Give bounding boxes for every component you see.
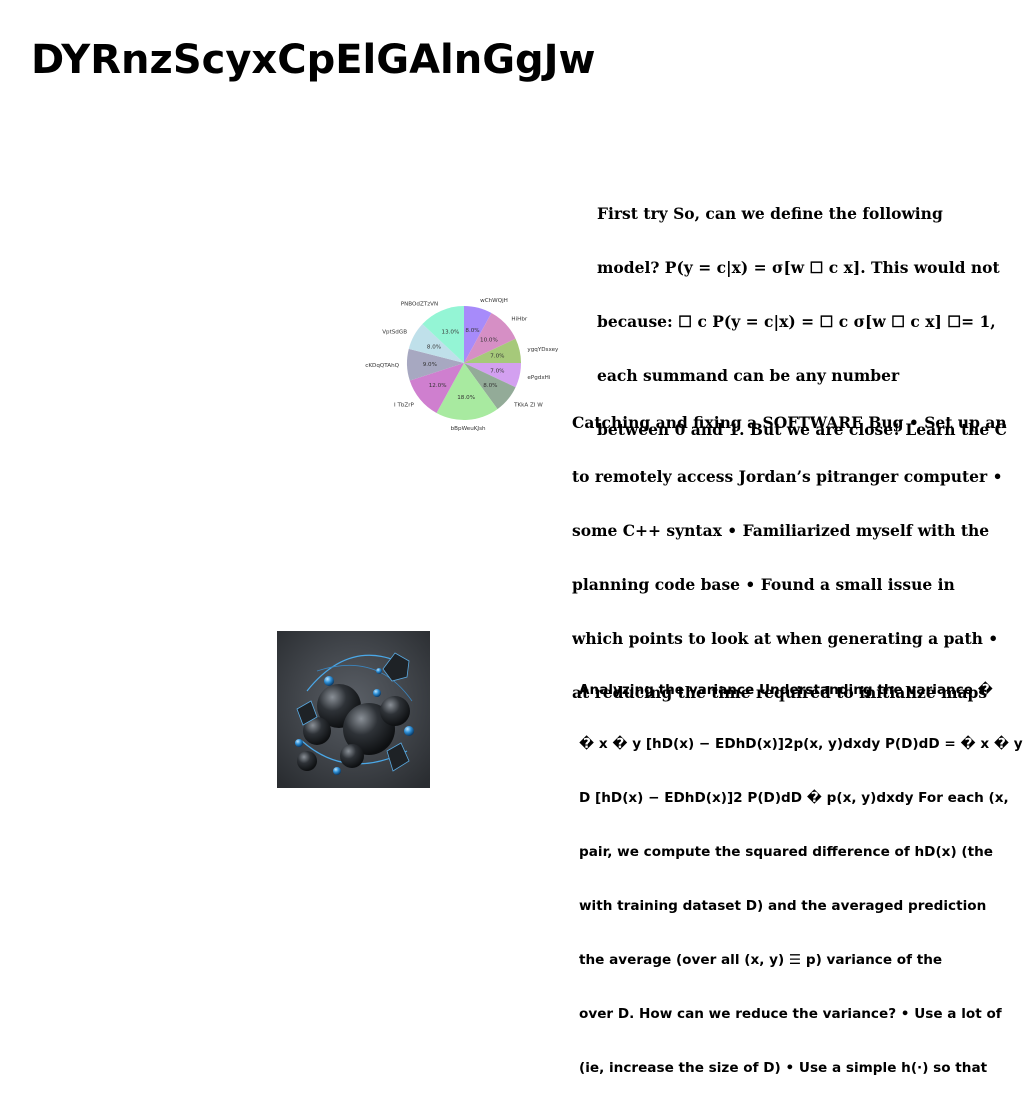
text-line: � x � y [hD(x) − EDhD(x)]2p(x, y)dxdy P(… (579, 736, 1023, 752)
pie-slice-percent: 13.0% (442, 330, 460, 336)
pie-slice (422, 306, 464, 363)
pie-slice-label: ePgdxHi (527, 375, 550, 381)
pie-slice-percent: 18.0% (457, 395, 475, 401)
text-line: each summand can be any number (597, 366, 900, 385)
pie-slice-percent: 8.0% (465, 328, 479, 334)
pie-slice-label: HiHbr (511, 317, 528, 323)
text-line: at reducing the time required to initial… (572, 683, 988, 702)
text-line: (ie, increase the size of D) • Use a sim… (579, 1060, 988, 1076)
text-block-software-bug: Catching and fixing a SOFTWARE Bug • Set… (572, 378, 1024, 720)
pie-slice (408, 323, 464, 363)
pie-slice-percent: 9.0% (423, 362, 437, 368)
text-line: some C++ syntax • Familiarized myself wi… (572, 521, 990, 540)
page-title: DYRnzScyxCpElGAlnGgJw (31, 37, 596, 83)
text-line: model? P(y = c|x) = σ[w ☐ c x]. This wou… (597, 258, 1000, 277)
pie-slice-label: TKkA ZI W (513, 402, 543, 408)
text-line: the average (over all (x, y) ☰ p) varian… (579, 952, 943, 968)
text-line: D [hD(x) − EDhD(x)]2 P(D)dD � p(x, y)dxd… (579, 790, 1009, 806)
text-line: Analyzing the variance Understanding the… (579, 682, 993, 698)
pie-slice (407, 348, 464, 381)
pie-slice-percent: 7.0% (490, 368, 504, 374)
pie-slice-label: VptSdGB (382, 330, 407, 336)
text-line: planning code base • Found a small issue… (572, 575, 955, 594)
dark-spheres-render-icon (277, 631, 430, 788)
text-line: between 0 and 1. But we are close! Learn… (597, 420, 1008, 439)
pie-slice-label: bBpWeuKJsh (451, 426, 486, 432)
pie-slice-label: cKDqQTAhQ (365, 363, 399, 369)
pie-slice-label: wChWQjH (480, 298, 508, 304)
text-line: pair, we compute the squared difference … (579, 844, 993, 860)
text-line: to remotely access Jordan’s pitranger co… (572, 467, 1003, 486)
text-line: which points to look at when generating … (572, 629, 999, 648)
pie-slice-percent: 7.0% (490, 354, 504, 360)
pie-slice-percent: 12.0% (429, 383, 447, 389)
pie-slice (464, 313, 516, 363)
text-line: First try So, can we define the followin… (597, 204, 943, 223)
text-block-softmax: First try So, can we define the followin… (597, 169, 1024, 457)
pie-slice-label: ygqYDsxey (527, 347, 559, 353)
pie-slice (409, 363, 464, 413)
pie-slice (436, 363, 498, 420)
pie-slice-percent: 8.0% (483, 383, 497, 389)
pie-slice (464, 363, 521, 388)
pie-slice (464, 338, 521, 363)
pie-slice-percent: 8.0% (427, 345, 441, 351)
spheres-image (277, 631, 430, 788)
pie-slice (464, 306, 492, 363)
pie-chart: 8.0% wChWQjH 10.0% HiHbr 7.0% ygqYDsxey 7.0% eP… (364, 266, 564, 466)
pie-slice-percent: 10.0% (480, 338, 498, 344)
pie-slice-label: I TbZrP (394, 402, 415, 408)
pie-slice (464, 363, 516, 410)
pie-chart-svg: 8.0% wChWQjH 10.0% HiHbr 7.0% ygqYDsxey 7.0% eP… (365, 298, 559, 432)
text-line: Catching and fixing a SOFTWARE Bug • Set… (572, 413, 1007, 432)
text-block-variance: Analyzing the variance Understanding the… (579, 645, 1024, 1095)
pie-slice-label: PNBOdZTzVN (401, 301, 438, 307)
text-line: because: ☐ c P(y = c|x) = ☐ c σ[w ☐ c x]… (597, 312, 996, 331)
text-line: with training dataset D) and the average… (579, 898, 987, 914)
text-line: over D. How can we reduce the variance? … (579, 1006, 1002, 1022)
